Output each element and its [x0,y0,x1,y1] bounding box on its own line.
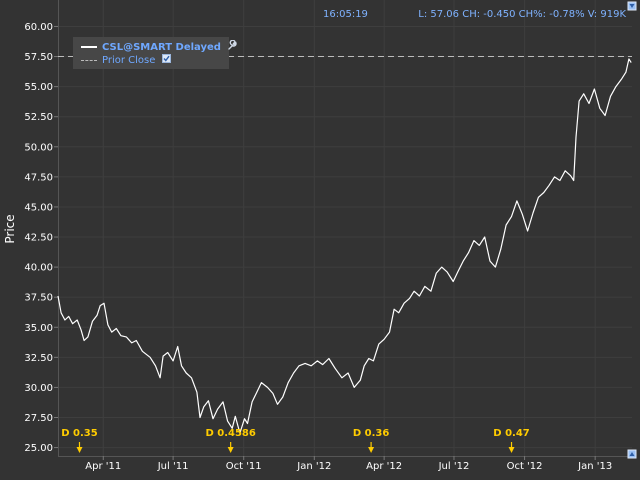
y-tick-label: 40.00 [24,263,53,274]
dividend-label: D 0.4586 [205,428,255,439]
dividend-arrow-icon [227,447,234,453]
dividend-label: D 0.36 [353,428,389,439]
x-tick-label: Oct '12 [507,461,543,472]
grid-lines [58,0,632,456]
y-tick-label: 35.00 [24,323,53,334]
x-tick-label: Jan '13 [577,461,612,472]
wrench-icon[interactable] [227,39,238,54]
y-tick-label: 37.50 [24,293,53,304]
y-tick-label: 52.50 [24,112,53,123]
legend-series-swatch [81,46,97,48]
scroll-down-icon[interactable] [627,449,637,459]
legend-series-label: CSL@SMART Delayed [102,42,221,53]
dividend-marker[interactable]: D 0.4586 [205,428,256,453]
dividend-label: D 0.35 [61,428,97,439]
y-tick-label: 60.00 [24,22,53,33]
legend-item-series[interactable]: CSL@SMART Delayed [81,39,238,54]
y-tick-label: 45.00 [24,202,53,213]
legend-prior-close-label: Prior Close [102,55,156,66]
y-tick-label: 42.50 [24,233,53,244]
y-tick-label: 55.00 [24,82,53,93]
y-tick-label: 47.50 [24,172,53,183]
dividend-markers: D 0.35 D 0.4586 D 0.36 D 0.47 [61,428,530,453]
y-tick-label: 32.50 [24,353,53,364]
x-tick-label: Jul '12 [438,461,470,472]
scroll-up-icon[interactable] [627,1,637,11]
y-tick-label: 30.00 [24,383,53,394]
dividend-marker[interactable]: D 0.47 [493,428,530,453]
legend-item-prior-close[interactable]: Prior Close [81,54,171,66]
dividend-arrow-icon [368,447,375,453]
price-series-line [57,58,632,434]
dividend-marker[interactable]: D 0.35 [61,428,98,453]
plot-area [58,0,632,456]
legend-prior-close-swatch [81,59,97,61]
dividend-arrow-icon [76,447,83,453]
header-time: 16:05:19 [323,9,368,20]
header-quote: L: 57.06 CH: -0.450 CH%: -0.78% V: 919K [418,9,626,20]
y-tick-label: 27.50 [24,413,53,424]
checkbox-checked-icon[interactable] [161,54,171,66]
dividend-arrow-icon [508,447,515,453]
x-tick-label: Jan '12 [296,461,331,472]
y-tick-label: 25.00 [24,443,53,454]
x-axis: Apr '11 Jul '11 Oct '11 Jan '12 Apr '12 Jul '… [85,456,612,472]
y-tick-label: 50.00 [24,142,53,153]
y-axis-label: Price [3,214,17,243]
dividend-marker[interactable]: D 0.36 [353,428,389,453]
y-axis: 25.00 27.50 30.00 32.50 35.00 37.50 40.00 42.50… [24,22,58,454]
chart-legend: CSL@SMART Delayed Prior Close [73,37,238,69]
x-tick-label: Apr '12 [366,461,402,472]
x-tick-label: Apr '11 [85,461,121,472]
x-tick-label: Oct '11 [226,461,262,472]
y-tick-label: 57.50 [24,52,53,63]
x-tick-label: Jul '11 [157,461,189,472]
dividend-label: D 0.47 [493,428,529,439]
